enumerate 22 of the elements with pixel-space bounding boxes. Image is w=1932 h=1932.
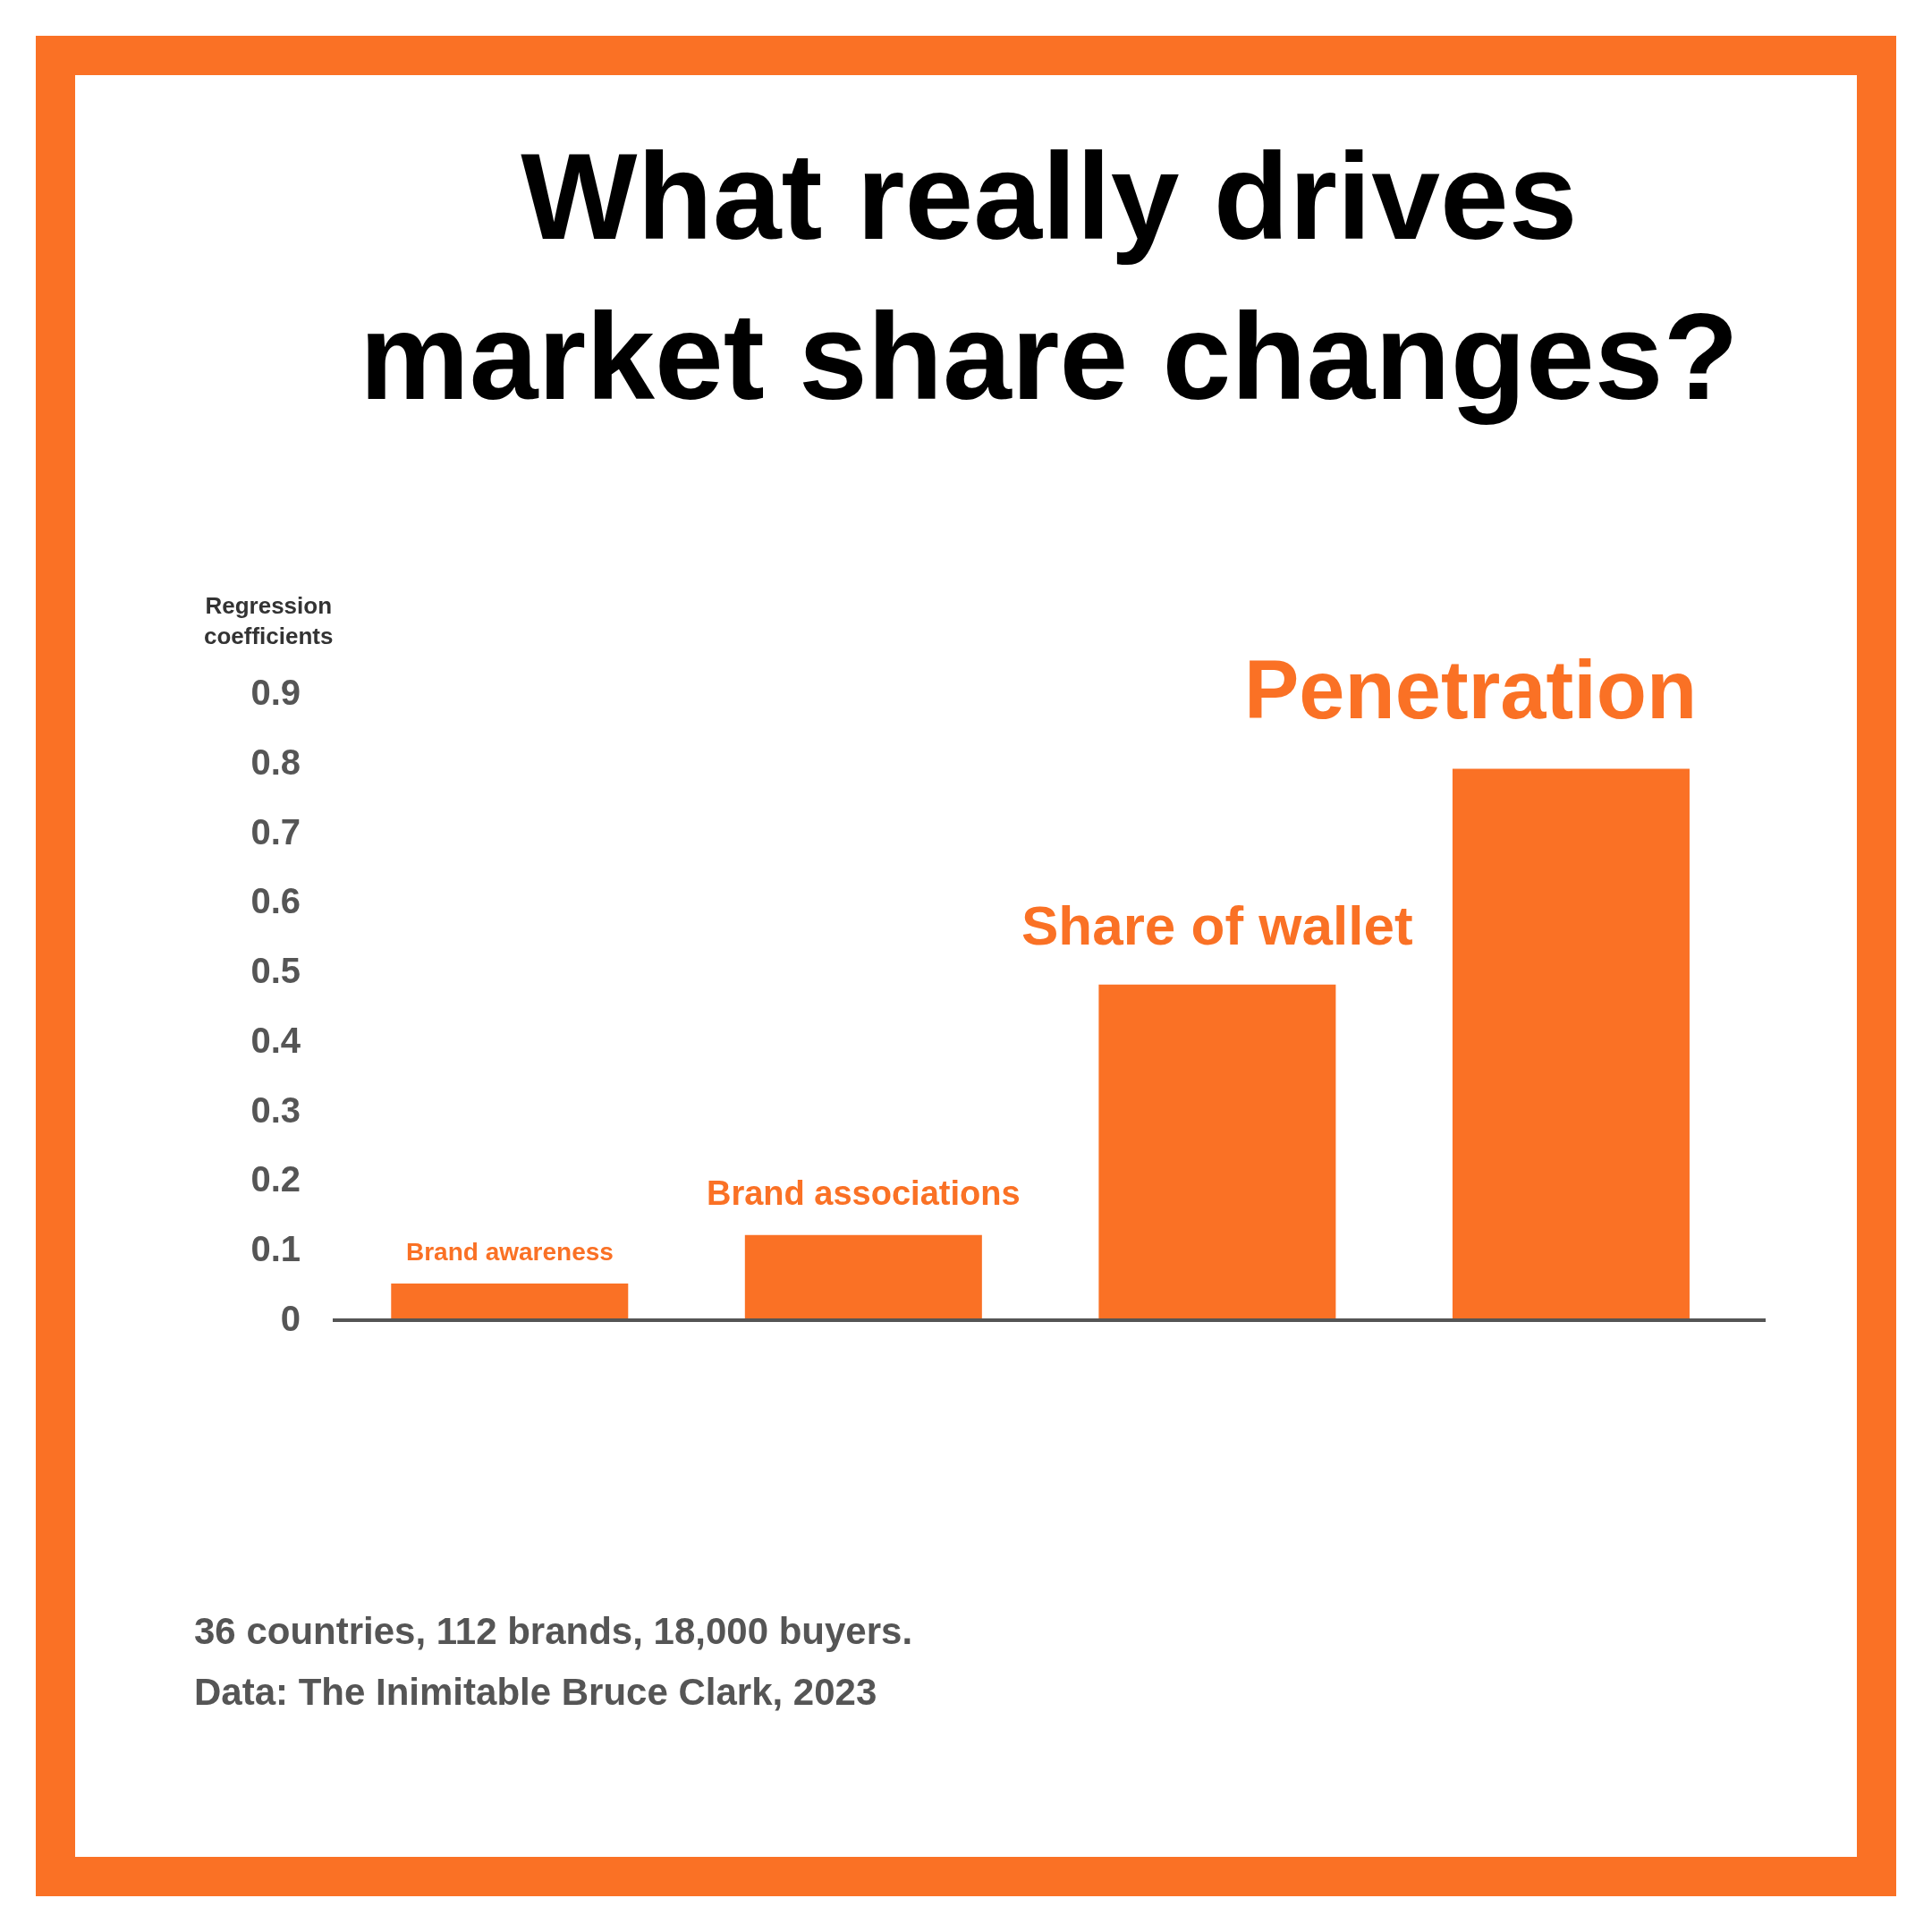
- text: Data: The Inimitable Bruce Clark, 2023: [194, 1671, 877, 1713]
- y-tick-label: 0.2: [250, 1159, 301, 1199]
- bar: [1098, 984, 1336, 1318]
- y-tick-label: 0: [280, 1299, 301, 1338]
- x-tick-label: Penetration: [1244, 644, 1698, 735]
- bar: [744, 1234, 982, 1318]
- y-tick-label: 0.5: [250, 951, 301, 991]
- bar: [391, 1284, 629, 1318]
- y-tick-label: 0.4: [250, 1020, 301, 1060]
- x-tick-label: Share of wallet: [1021, 894, 1413, 956]
- chart-title: What really drives market share changes?: [360, 127, 1739, 426]
- x-tick-label: Brand associations: [707, 1174, 1021, 1212]
- bar: [1452, 768, 1690, 1318]
- y-tick-label: 0.1: [250, 1229, 301, 1269]
- y-tick-label: 0.6: [250, 881, 301, 921]
- y-axis-title: Regression coefficients: [204, 592, 334, 649]
- x-tick-label: Brand awareness: [406, 1238, 614, 1266]
- y-tick-label: 0.9: [250, 673, 301, 712]
- y-tick-label: 0.8: [250, 741, 301, 782]
- y-tick-label: 0.3: [250, 1089, 301, 1130]
- y-tick-label: 0.7: [250, 811, 301, 852]
- text: 36 countries, 112 brands, 18,000 buyers.: [194, 1610, 913, 1652]
